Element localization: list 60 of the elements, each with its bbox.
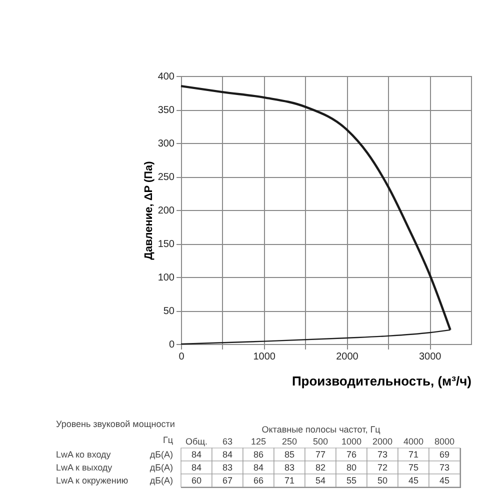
- x-tick-label: 500: [312, 436, 328, 446]
- y-tick-label: 400: [158, 72, 175, 82]
- y-tick-label: 50: [163, 306, 175, 317]
- data-label: 72: [377, 462, 388, 472]
- data-label: 67: [222, 476, 233, 486]
- data-label: 84: [253, 462, 264, 472]
- data-label: 77: [315, 450, 326, 460]
- data-label: 60: [191, 476, 202, 486]
- x-tick-label: 1000: [253, 352, 276, 362]
- y2-tick-label: дБ(А): [150, 450, 173, 460]
- x-tick-label: 3000: [418, 352, 442, 362]
- data-label: 69: [439, 450, 450, 460]
- x-axis-title: Производительность, (м³/ч): [292, 374, 472, 388]
- y-tick-label: 0: [168, 340, 175, 350]
- y2-axis-title: Гц: [162, 435, 173, 445]
- x-tick-label: 4000: [403, 436, 424, 446]
- data-label: 55: [346, 476, 357, 486]
- data-label: 50: [377, 476, 388, 486]
- y2-tick-label: дБ(А): [150, 476, 173, 486]
- y-tick-label: LwA к окружению: [56, 476, 128, 486]
- data-label: 82: [315, 462, 326, 472]
- data-label: 80: [346, 462, 357, 472]
- data-label: 71: [408, 450, 419, 460]
- x-tick-label: 0: [178, 352, 185, 362]
- data-label: 75: [408, 462, 419, 472]
- y-tick-label: 350: [158, 105, 175, 116]
- y-axis-title: Уровень звуковой мощности: [56, 419, 175, 429]
- x-tick-label: 1000: [341, 436, 362, 446]
- data-label: 45: [408, 476, 419, 486]
- y-tick-label: 150: [158, 239, 175, 250]
- y-tick-label: 200: [158, 206, 175, 216]
- data-label: 83: [222, 462, 233, 472]
- data-label: 76: [346, 450, 357, 460]
- data-label: 85: [284, 450, 295, 460]
- x-tick-label: Общ.: [185, 436, 208, 446]
- chart-title: Октавные полосы частот, Гц: [262, 424, 380, 434]
- data-label: 54: [315, 476, 326, 486]
- y-tick-label: LwA ко входу: [56, 450, 112, 460]
- x-tick-label: 2000: [372, 436, 393, 446]
- data-label: 84: [222, 450, 233, 460]
- x-tick-label: 125: [250, 436, 266, 446]
- data-label: 73: [377, 450, 388, 460]
- y-tick-label: 250: [158, 172, 175, 183]
- x-tick-label: 2000: [336, 352, 359, 362]
- data-label: 66: [253, 476, 264, 486]
- data-label: 73: [439, 462, 450, 472]
- data-label: 71: [284, 476, 295, 486]
- y-tick-label: 100: [158, 272, 175, 284]
- data-label: 86: [253, 450, 264, 460]
- x-tick-label: 63: [222, 436, 233, 446]
- data-label: 84: [191, 450, 202, 460]
- data-label: 45: [439, 476, 450, 486]
- x-tick-label: 250: [282, 436, 298, 446]
- data-label: 83: [284, 462, 295, 472]
- data-label: 84: [191, 462, 202, 472]
- y2-tick-label: дБ(А): [150, 462, 173, 472]
- y-axis-title: Давление, ΔP (Па): [142, 160, 155, 260]
- y-tick-label: 300: [158, 138, 175, 150]
- y-tick-label: LwA к выходу: [56, 462, 113, 472]
- x-tick-label: 8000: [434, 436, 455, 446]
